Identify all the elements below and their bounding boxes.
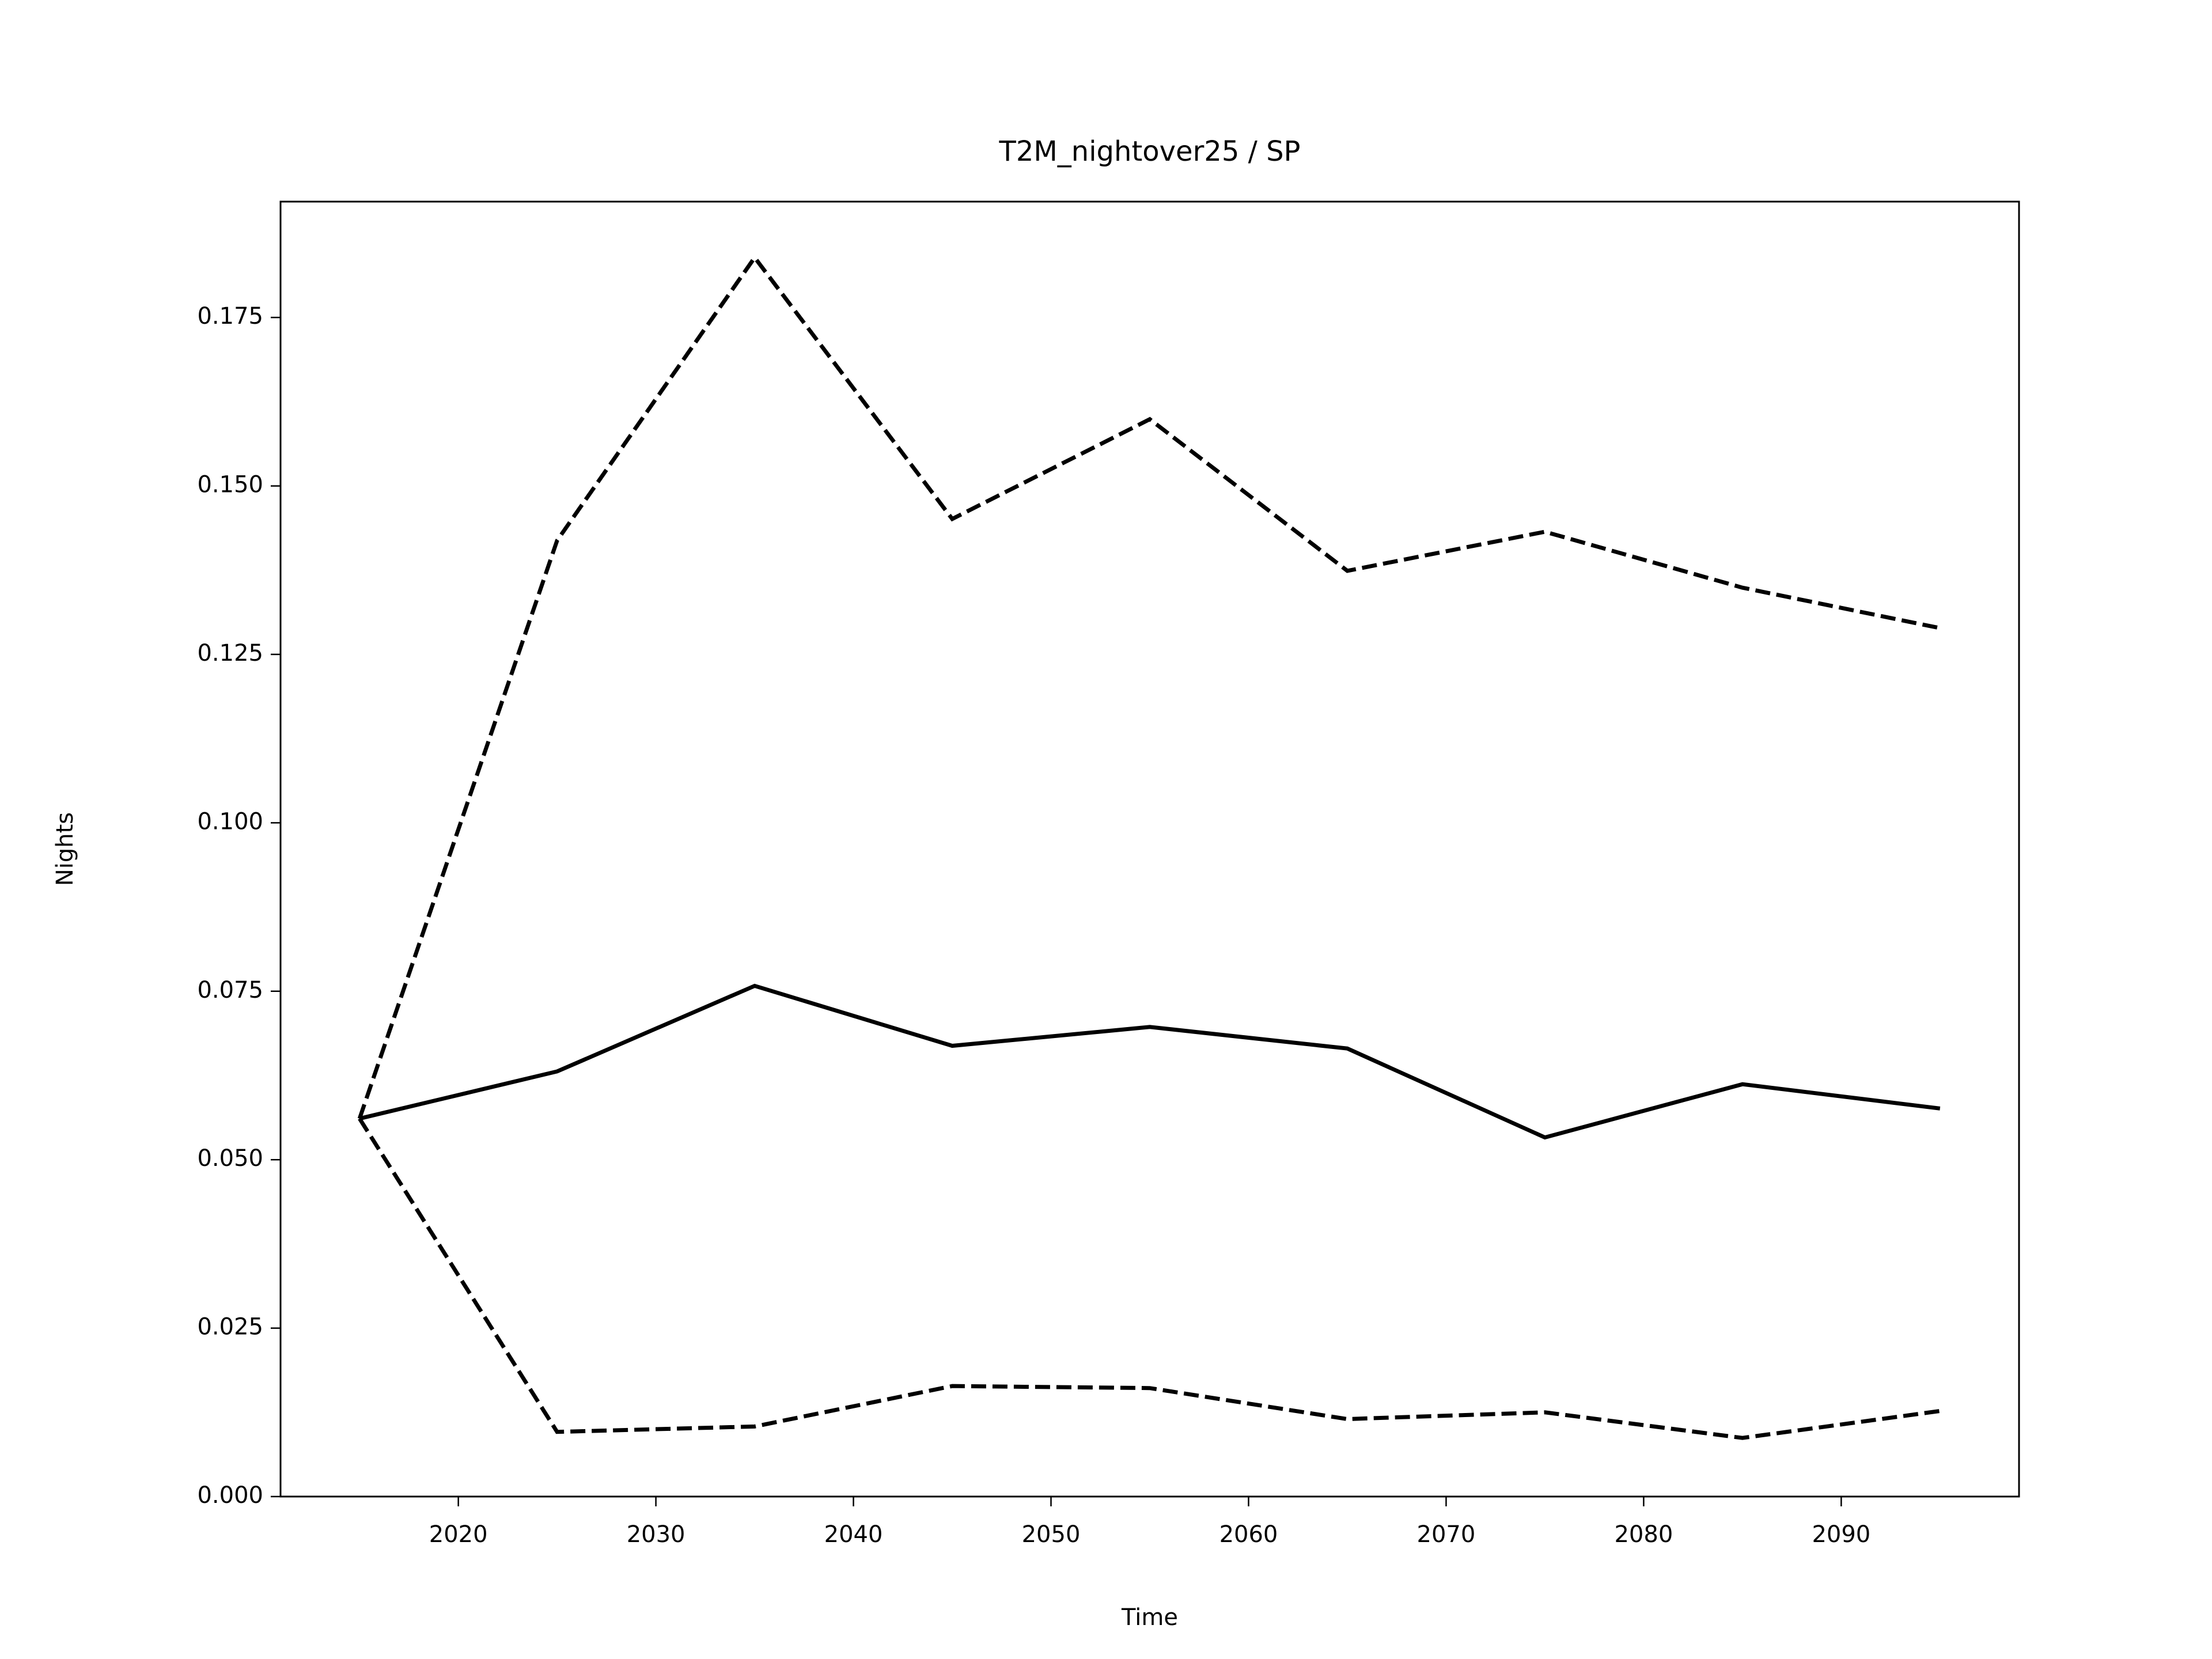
y-tick-label: 0.075: [197, 977, 263, 1003]
y-tick-label: 0.175: [197, 303, 263, 329]
chart-title: T2M_nightover25 / SP: [999, 135, 1301, 168]
y-axis-label: Nights: [52, 812, 78, 886]
series-line: [359, 983, 1941, 1140]
x-tick-label: 2070: [1417, 1521, 1476, 1548]
y-tick-label: 0.100: [197, 808, 263, 835]
plot-frame: [279, 200, 2020, 1498]
y-tick-label: 0.050: [197, 1145, 263, 1172]
x-tick-label: 2080: [1614, 1521, 1673, 1548]
x-axis-label: Time: [1121, 1604, 1178, 1631]
y-tick-label: 0.150: [197, 472, 263, 498]
y-tick-label: 0.125: [197, 640, 263, 666]
x-tick-label: 2030: [627, 1521, 685, 1548]
x-tick-label: 2060: [1219, 1521, 1278, 1548]
x-tick-label: 2050: [1022, 1521, 1081, 1548]
series-line: [358, 1117, 1941, 1440]
x-tick-label: 2020: [429, 1521, 488, 1548]
y-tick-label: 0.025: [197, 1314, 263, 1340]
y-tick-label: 0.000: [197, 1482, 263, 1509]
x-tick-label: 2090: [1812, 1521, 1870, 1548]
series-line: [357, 254, 1941, 1119]
x-tick-label: 2040: [824, 1521, 883, 1548]
